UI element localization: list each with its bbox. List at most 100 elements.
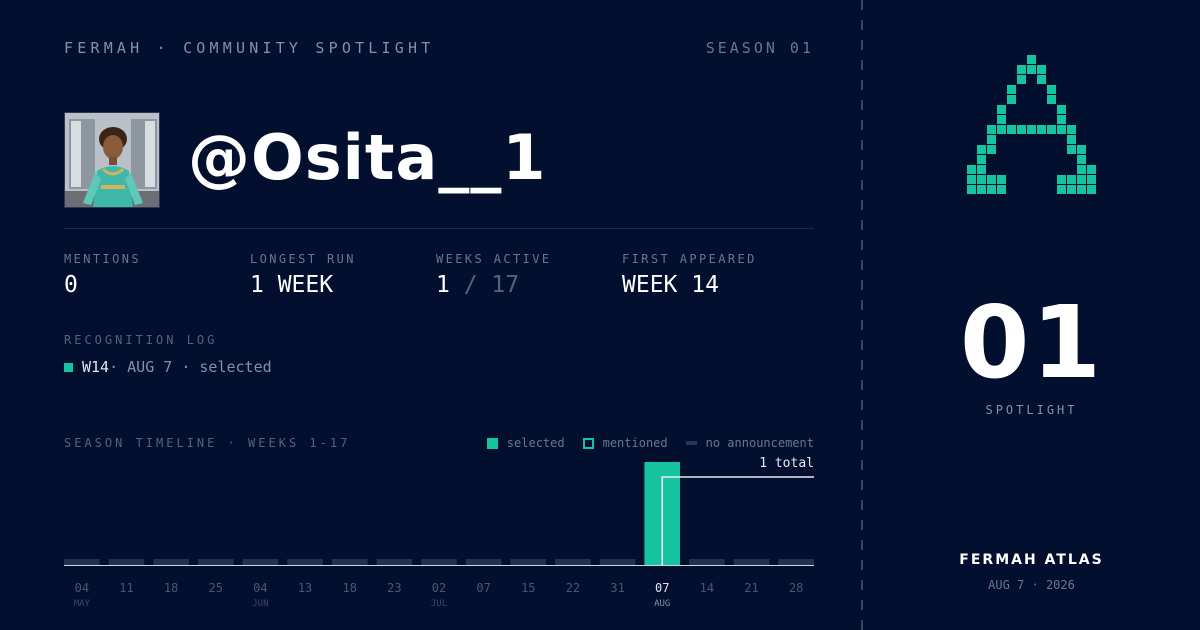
stat-value-row: 1 / 17: [436, 272, 552, 298]
footer-title: FERMAH ATLAS: [959, 552, 1104, 568]
logo-pixel: [1037, 125, 1046, 134]
ticket-perforation: [861, 0, 863, 630]
timeline-tick-label: 07: [476, 581, 490, 595]
spotlight-rank: 01: [959, 284, 1104, 401]
stat-label: WEEKS ACTIVE: [436, 252, 552, 266]
timeline-bar-none: [331, 559, 368, 565]
logo-pixel: [997, 115, 1006, 124]
timeline-bar-none: [108, 559, 145, 565]
timeline-tick-label: 28: [789, 581, 803, 595]
logo-pixel: [987, 175, 996, 184]
timeline-tick-label: 31: [610, 581, 624, 595]
timeline-tick-label: 22: [566, 581, 580, 595]
stat-label: MENTIONS: [64, 252, 141, 266]
logo-pixel: [1077, 175, 1086, 184]
stat-value: WEEK 14: [622, 272, 719, 298]
logo-pixel: [967, 175, 976, 184]
footer-date: AUG 7 · 2026: [988, 578, 1075, 592]
timeline-bar-none: [287, 559, 323, 565]
legend-label: mentioned: [602, 436, 668, 450]
timeline-bar-none: [778, 559, 814, 565]
timeline-tick-label: 04: [75, 581, 89, 595]
selected-swatch-icon: [486, 437, 498, 449]
timeline-tick-label: 23: [387, 581, 401, 595]
fermah-a-logo-icon: [967, 55, 1096, 194]
legend-label: no announcement: [705, 436, 814, 450]
stat-value: 0: [64, 272, 78, 298]
stat-weeks-active: WEEKS ACTIVE 1 / 17: [436, 252, 552, 298]
logo-pixel: [997, 185, 1006, 194]
stat-first-appeared: FIRST APPEARED WEEK 14: [622, 252, 757, 298]
logo-pixel: [967, 185, 976, 194]
cumulative-line: [661, 476, 814, 565]
user-handle: @Osita__1: [188, 121, 547, 194]
logo-pixel: [1037, 65, 1046, 74]
logo-pixel: [1027, 55, 1036, 64]
divider: [64, 228, 814, 229]
logo-pixel: [987, 125, 996, 134]
logo-pixel: [1067, 135, 1076, 144]
logo-pixel: [987, 135, 996, 144]
log-detail: · AUG 7 · selected: [109, 358, 272, 376]
season-label: SEASON 01: [705, 39, 814, 57]
logo-pixel: [1037, 75, 1046, 84]
logo-pixel: [1077, 185, 1086, 194]
logo-pixel: [1087, 175, 1096, 184]
timeline-month-label: MAY: [74, 599, 91, 609]
logo-pixel: [1057, 115, 1066, 124]
timeline-tick-label: 18: [342, 581, 356, 595]
timeline-tick-label: 02: [432, 581, 446, 595]
stat-value: 1 WEEK: [250, 272, 334, 298]
legend-label: selected: [506, 436, 565, 450]
timeline-tick-label: 21: [744, 581, 758, 595]
logo-pixel: [1027, 125, 1036, 134]
logo-pixel: [977, 175, 986, 184]
timeline-month-label: JUN: [252, 599, 268, 609]
timeline-tick-label: 04: [253, 581, 267, 595]
logo-pixel: [967, 165, 976, 174]
logo-pixel: [1047, 125, 1056, 134]
logo-pixel: [1017, 75, 1026, 84]
timeline-tick-label: 13: [298, 581, 312, 595]
logo-pixel: [1057, 175, 1066, 184]
timeline-bar-none: [421, 559, 457, 565]
logo-pixel: [977, 165, 986, 174]
spotlight-label: SPOTLIGHT: [985, 403, 1078, 417]
logo-pixel: [1057, 185, 1066, 194]
timeline-bar-none: [376, 559, 413, 565]
timeline-bar-none: [599, 559, 636, 565]
timeline-month-label: AUG: [654, 599, 670, 609]
timeline-bar-none: [689, 559, 725, 565]
recognition-log-label: RECOGNITION LOG: [64, 333, 218, 347]
stat-mentions: MENTIONS 0: [64, 252, 141, 298]
timeline-tick-label: 25: [209, 581, 223, 595]
selected-marker-icon: [64, 362, 73, 372]
timeline-bar-none: [555, 559, 591, 565]
stat-value: 1: [436, 272, 450, 298]
logo-pixel: [987, 145, 996, 154]
logo-pixel: [1087, 165, 1096, 174]
logo-pixel: [997, 105, 1006, 114]
logo-pixel: [977, 155, 986, 164]
timeline-bar-none: [197, 559, 234, 565]
stat-label: LONGEST RUN: [250, 252, 356, 266]
timeline-bar-none: [510, 559, 547, 565]
logo-pixel: [987, 185, 996, 194]
legend-selected: selected: [486, 436, 565, 450]
avatar: [64, 112, 160, 208]
logo-pixel: [1007, 85, 1016, 94]
timeline-month-label: JUL: [431, 599, 447, 609]
log-week: W14: [82, 358, 110, 376]
logo-pixel: [1027, 65, 1036, 74]
timeline-bar-none: [64, 559, 100, 565]
timeline-tick-label: 15: [521, 581, 535, 595]
avatar-illustration: [65, 113, 159, 207]
logo-pixel: [1067, 175, 1076, 184]
logo-pixel: [1077, 145, 1086, 154]
timeline-tick-label: 14: [700, 581, 714, 595]
stat-label: FIRST APPEARED: [622, 252, 757, 266]
timeline-bar-none: [465, 559, 502, 565]
logo-pixel: [1067, 145, 1076, 154]
timeline-tick-label: 18: [164, 581, 178, 595]
logo-pixel: [997, 125, 1006, 134]
